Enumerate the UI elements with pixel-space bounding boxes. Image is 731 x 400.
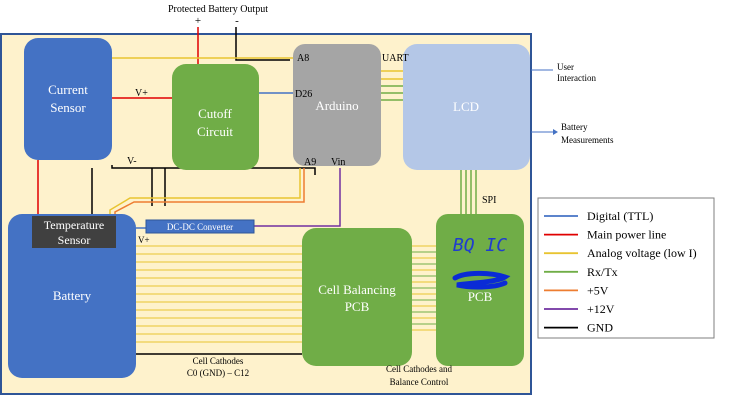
pin-vplus-current: V+ [135, 88, 148, 99]
cell-cathodes-label-1: Cell Cathodes [193, 356, 244, 366]
arduino-label: Arduino [315, 98, 358, 113]
current-sensor-label-1: Current [48, 82, 88, 97]
battery-block [8, 214, 136, 378]
gnd-line-output [235, 27, 290, 61]
scribble-mark [452, 270, 511, 290]
pin-vminus: V- [127, 156, 137, 167]
legend-label: Main power line [587, 228, 666, 242]
battery-measurements-label-1: Battery [561, 122, 588, 132]
battery-label: Battery [53, 288, 92, 303]
wires [37, 27, 558, 355]
temperature-sensor-label-1: Temperature [44, 218, 104, 232]
dcdc-converter-label: DC-DC Converter [167, 222, 233, 232]
current-sensor-label-2: Sensor [50, 100, 86, 115]
bq-handwritten-label: BQ IC [453, 235, 507, 256]
legend-label: GND [587, 321, 613, 335]
cell-balancing-label-1: Cell Balancing [318, 282, 396, 297]
cell-cathodes-label-2: C0 (GND) – C12 [187, 368, 249, 378]
balance-bus [412, 245, 436, 331]
legend-label: Digital (TTL) [587, 209, 653, 223]
legend-label: Analog voltage (low I) [587, 246, 697, 260]
cell-balancing-block [302, 228, 412, 366]
output-label: Protected Battery Output [168, 4, 268, 15]
temperature-sensor-block [32, 216, 116, 248]
temperature-sensor-label-2: Sensor [58, 233, 91, 247]
battery-measurements-label-2: Measurements [561, 135, 614, 145]
arduino-block [293, 44, 381, 166]
battery-measurements-arrowhead [553, 129, 558, 135]
user-interaction-label-2: Interaction [557, 73, 596, 83]
legend-label: +12V [587, 302, 615, 316]
pin-vin: Vin [331, 157, 345, 168]
bq-pcb-block [436, 214, 524, 366]
pin-d26: D26 [295, 89, 312, 100]
legend-label: Rx/Tx [587, 265, 618, 279]
pin-vplus-battery: V+ [138, 235, 150, 245]
legend: Digital (TTL) Main power line Analog volta… [537, 197, 715, 339]
pin-a8: A8 [297, 53, 309, 64]
pin-a9: A9 [304, 157, 316, 168]
cutoff-circuit-label-2: Circuit [197, 124, 233, 139]
balance-control-label-2: Balance Control [390, 377, 449, 387]
pin-spi: SPI [482, 195, 496, 206]
pin-uart: UART [382, 53, 409, 64]
dcdc-converter-block [145, 219, 255, 234]
lcd-block [403, 44, 530, 170]
cutoff-circuit-label-1: Cutoff [198, 106, 232, 121]
balance-control-label-1: Cell Cathodes and [386, 364, 452, 374]
cutoff-circuit-block [172, 64, 259, 170]
legend-box [537, 197, 715, 339]
cell-cathode-bus [136, 245, 302, 343]
cell-balancing-label-2: PCB [345, 299, 370, 314]
legend-label: +5V [587, 283, 609, 297]
output-plus: + [195, 15, 201, 27]
analog-a9 [109, 168, 301, 218]
lcd-label: LCD [453, 99, 479, 114]
user-interaction-label-1: User [557, 62, 574, 72]
current-sensor-block [24, 38, 112, 160]
output-minus: - [235, 15, 239, 27]
twelvev-vin [254, 168, 341, 227]
bq-pcb-label: PCB [468, 289, 493, 304]
